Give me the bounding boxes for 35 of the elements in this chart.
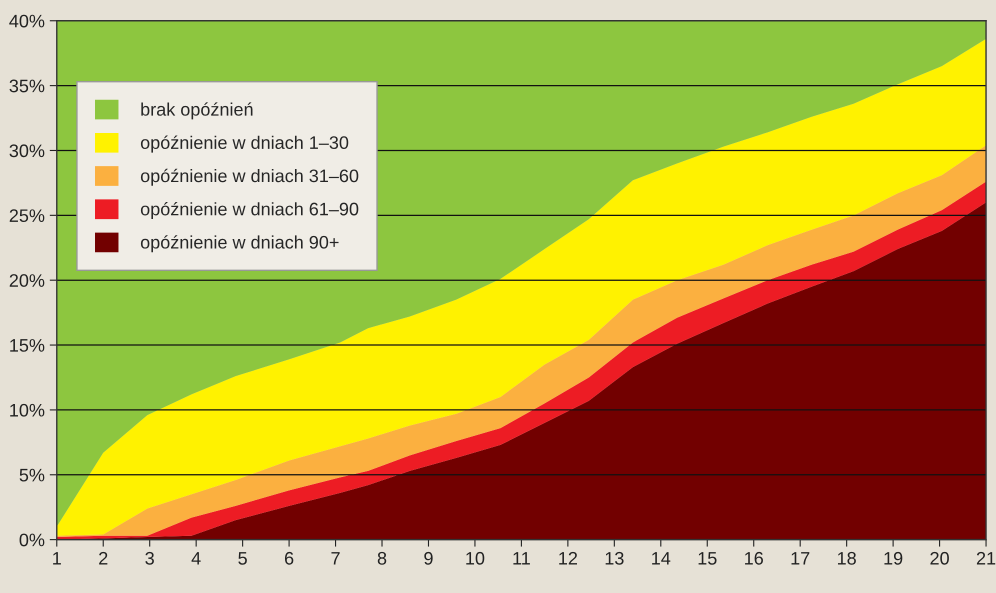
legend-label: opóźnienie w dniach 61–90 — [140, 202, 358, 220]
x-tick-label: 5 — [238, 552, 247, 565]
y-tick-label: 5% — [20, 468, 44, 482]
y-tick-label: 35% — [10, 80, 44, 92]
x-tick-label: 17 — [792, 552, 810, 565]
y-tick-label: 0% — [20, 534, 44, 546]
x-tick-label: 3 — [145, 552, 154, 565]
x-tick-label: 10 — [466, 552, 484, 565]
y-tick-label: 20% — [10, 274, 44, 287]
x-tick-label: 7 — [331, 552, 340, 565]
legend-label: opóźnienie w dniach 90+ — [140, 235, 339, 252]
y-tick-label: 40% — [9, 14, 44, 28]
x-tick-label: 11 — [513, 552, 530, 565]
x-tick-label: 19 — [884, 552, 902, 565]
legend-label: opóźnienie w dniach 1–30 — [140, 136, 348, 153]
x-tick-label: 8 — [378, 552, 386, 565]
y-tick-label: 15% — [10, 339, 44, 352]
x-tick-label: 2 — [99, 552, 108, 565]
x-tick-label: 9 — [424, 552, 433, 565]
y-tick-label: 25% — [10, 209, 44, 222]
x-tick-label: 4 — [192, 552, 201, 565]
x-tick-label: 6 — [284, 552, 294, 565]
x-tick-label: 18 — [838, 552, 856, 565]
x-tick-label: 12 — [559, 552, 578, 565]
x-tick-label: 14 — [652, 552, 670, 565]
x-tick-label: 21 — [976, 552, 996, 565]
x-tick-label: 15 — [698, 552, 717, 565]
x-tick-label: 16 — [745, 552, 763, 565]
x-tick-label: 13 — [606, 552, 624, 565]
y-tick-label: 30% — [10, 144, 44, 158]
x-tick-label: 1 — [53, 552, 61, 565]
legend-label: brak opóźnień — [141, 102, 252, 120]
y-tick-label: 10% — [10, 404, 44, 417]
legend-label: opóźnienie w dniach 31–60 — [140, 168, 358, 186]
x-tick-label: 20 — [930, 552, 949, 565]
